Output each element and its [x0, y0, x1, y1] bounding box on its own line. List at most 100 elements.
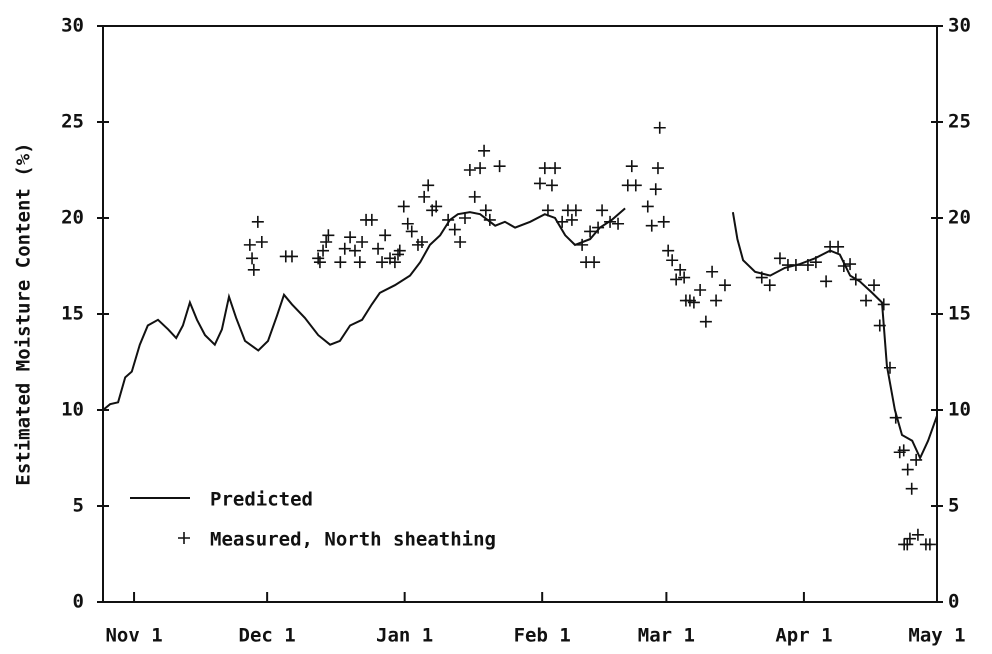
measured-point	[468, 190, 481, 203]
measured-point	[388, 256, 401, 269]
legend-label: Predicted	[210, 489, 313, 511]
measured-point	[820, 275, 833, 288]
measured-point	[897, 444, 910, 457]
measured-point	[657, 215, 670, 228]
measured-point	[710, 294, 723, 307]
x-tick-label: Nov 1	[105, 625, 162, 647]
measured-point	[418, 190, 431, 203]
measured-point	[755, 271, 768, 284]
measured-point	[849, 273, 862, 286]
measured-point	[348, 244, 361, 257]
measured-point	[317, 244, 330, 257]
measured-point	[651, 162, 664, 175]
measured-point	[678, 271, 691, 284]
measured-point	[670, 273, 683, 286]
measured-point	[662, 244, 675, 257]
measured-point	[773, 252, 786, 265]
measured-point	[910, 453, 923, 466]
legend-label: Measured, North sheathing	[210, 529, 496, 551]
measured-point	[604, 215, 617, 228]
measured-point	[338, 242, 351, 255]
measured-point	[666, 254, 679, 267]
y2-tick-label: 10	[948, 399, 971, 421]
measured-point	[763, 279, 776, 292]
measured-point	[458, 212, 471, 224]
measured-point	[883, 361, 896, 374]
measured-point	[365, 213, 378, 226]
measured-point	[344, 231, 357, 244]
measured-point	[901, 463, 914, 476]
y-tick-label: 10	[61, 399, 84, 421]
measured-point	[322, 229, 335, 242]
y-axis-label: Estimated Moisture Content (%)	[13, 142, 35, 485]
measured-point	[353, 256, 366, 269]
y-tick-label: 0	[73, 591, 84, 613]
measured-point	[313, 256, 326, 269]
measured-point	[860, 294, 873, 307]
measured-point	[549, 162, 562, 175]
measured-point	[844, 258, 857, 271]
x-tick-label: Mar 1	[638, 625, 695, 647]
measured-point	[246, 252, 259, 265]
measured-point	[832, 240, 845, 253]
measured-point	[903, 532, 916, 545]
measured-point	[379, 229, 392, 242]
measured-point	[478, 144, 491, 157]
y2-tick-label: 5	[948, 495, 959, 517]
measured-point	[645, 219, 658, 232]
plot-frame	[102, 25, 938, 603]
measured-point	[442, 213, 455, 226]
measured-point	[397, 200, 410, 213]
measured-point	[809, 256, 822, 269]
x-tick-label: May 1	[908, 625, 965, 647]
measured-point	[625, 160, 638, 173]
measured-point	[576, 238, 589, 251]
x-tick-label: Dec 1	[239, 625, 296, 647]
measured-point	[629, 179, 642, 192]
y2-tick-label: 15	[948, 303, 971, 325]
y-tick-label: 5	[73, 495, 84, 517]
measured-point	[837, 260, 850, 272]
measured-point	[694, 284, 707, 296]
y-tick-label: 30	[61, 15, 84, 37]
measured-point	[393, 244, 406, 257]
measured-point	[251, 215, 264, 228]
measured-point	[320, 236, 333, 248]
measured-point	[889, 411, 902, 424]
measured-point	[243, 238, 256, 251]
measured-point	[533, 177, 546, 190]
measured-point	[430, 200, 443, 213]
measured-point	[923, 538, 936, 551]
measured-point	[653, 121, 666, 134]
measured-point	[905, 482, 918, 495]
y-tick-label: 20	[61, 207, 84, 229]
measured-point	[873, 319, 886, 332]
measured-point	[454, 236, 467, 248]
measured-point	[538, 162, 551, 175]
measured-point	[415, 236, 428, 248]
predicted-line	[102, 207, 938, 461]
measured-point	[911, 528, 924, 541]
measured-point	[541, 204, 554, 217]
measured-point	[479, 204, 492, 217]
y2-tick-label: 20	[948, 207, 971, 229]
measured-point	[483, 213, 496, 226]
measured-point	[405, 225, 418, 238]
measured-point	[789, 259, 802, 272]
y2-tick-label: 0	[948, 591, 959, 613]
measured-point	[801, 259, 814, 272]
measured-point	[596, 204, 609, 217]
measured-point	[649, 183, 662, 196]
measured-point	[247, 263, 260, 276]
measured-point	[877, 298, 890, 311]
legend-marker	[178, 532, 190, 544]
y-tick-label: 15	[61, 303, 84, 325]
measured-point	[372, 242, 385, 255]
measured-point	[592, 221, 605, 234]
measured-point	[901, 538, 914, 551]
measured-point	[474, 162, 487, 175]
measured-point	[687, 296, 700, 309]
measured-point	[868, 279, 881, 292]
measured-point	[588, 256, 601, 269]
